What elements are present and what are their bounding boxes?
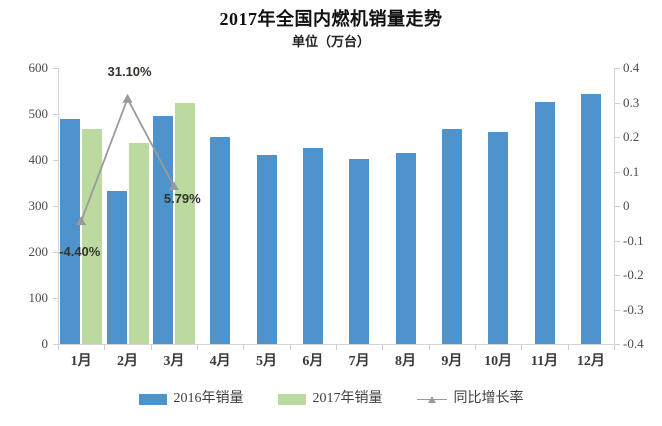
x-axis-tick <box>382 345 384 350</box>
y-axis-right-label: -0.4 <box>623 336 644 351</box>
y-axis-left-label: 300 <box>28 198 49 213</box>
y-axis-right-tick <box>615 68 620 69</box>
y-axis-left-tick <box>53 114 58 115</box>
bar-2016-8月[interactable] <box>395 153 416 344</box>
growth-rate-marker[interactable] <box>168 181 179 191</box>
bar-2017-3月[interactable] <box>174 102 195 344</box>
legend-item-growth-rate[interactable]: 同比增长率 <box>416 391 524 406</box>
y-axis-left-tick <box>53 160 58 161</box>
x-axis-label: 7月 <box>348 354 370 369</box>
growth-rate-line-series <box>76 93 179 226</box>
x-axis-label: 6月 <box>302 354 324 369</box>
legend-line-marker-icon <box>416 394 447 405</box>
y-axis-right-tick <box>615 309 620 311</box>
y-axis-left-label: 0 <box>41 336 49 351</box>
data-label-growth-rate: -4.40% <box>59 244 101 260</box>
x-axis-label: 10月 <box>484 354 513 369</box>
legend-label-2016: 2016年销量 <box>173 391 244 406</box>
y-axis-right-label: 0 <box>623 198 630 213</box>
bar-2016-12月[interactable] <box>580 94 601 344</box>
x-axis-tick <box>243 345 245 350</box>
chart-title: 2017年全国内燃机销量走势 <box>219 9 443 29</box>
bar-2017-2月[interactable] <box>128 143 149 344</box>
x-axis-label: 2月 <box>116 354 138 369</box>
chart-header: 2017年全国内燃机销量走势 单位（万台） <box>0 8 662 52</box>
legend-label-growth-rate: 同比增长率 <box>453 391 524 406</box>
x-axis-tick <box>104 345 106 350</box>
y-axis-right-tick <box>615 240 620 242</box>
y-axis-right-label: 0.3 <box>623 94 640 110</box>
bar-2016-2月[interactable] <box>106 190 127 344</box>
bar-2016-11月[interactable] <box>534 102 555 344</box>
y-axis-left-line <box>58 68 59 345</box>
x-axis-label: 8月 <box>394 354 416 369</box>
y-axis-right-tick <box>615 137 620 138</box>
bar-2016-1月[interactable] <box>60 119 81 344</box>
x-axis-tick <box>614 345 615 350</box>
data-label-growth-rate: 5.79% <box>163 191 201 207</box>
y-axis-left-tick <box>53 252 58 253</box>
x-axis-tick <box>567 345 569 350</box>
legend-item-2017[interactable]: 2017年销量 <box>277 391 383 406</box>
x-axis-tick <box>336 345 337 350</box>
legend-swatch-blue-icon <box>138 393 167 405</box>
y-axis-left-tick <box>53 206 58 207</box>
y-axis-right-label: -0.2 <box>623 267 644 282</box>
x-axis-label: 12月 <box>576 354 605 369</box>
bar-2016-5月[interactable] <box>256 154 277 344</box>
y-axis-right-tick <box>615 206 620 207</box>
y-axis-right-tick <box>615 275 620 276</box>
y-axis-left-label: 500 <box>28 106 49 121</box>
x-axis-label: 1月 <box>70 354 92 369</box>
y-axis-right-line <box>614 68 615 345</box>
bar-2016-4月[interactable] <box>210 137 231 344</box>
y-axis-right-label: 0.2 <box>623 129 640 144</box>
growth-rate-marker[interactable] <box>122 93 133 103</box>
x-axis-label: 9月 <box>441 354 463 369</box>
y-axis-left-tick <box>53 68 58 69</box>
growth-rate-markers <box>76 93 179 226</box>
legend-label-2017: 2017年销量 <box>312 391 383 406</box>
legend-swatch-green-icon <box>277 393 306 405</box>
y-axis-right-tick <box>615 171 620 173</box>
bar-2016-9月[interactable] <box>441 129 462 344</box>
bar-2017-1月[interactable] <box>82 128 103 344</box>
data-label-growth-rate: 31.10% <box>107 63 152 79</box>
x-axis-tick <box>197 345 198 350</box>
chart-subtitle: 单位（万台） <box>291 34 370 49</box>
bar-2016-10月[interactable] <box>488 131 509 344</box>
legend-item-2016[interactable]: 2016年销量 <box>138 391 244 406</box>
growth-rate-polyline <box>80 96 175 222</box>
x-axis-tick <box>150 345 152 350</box>
bar-2016-7月[interactable] <box>349 159 370 344</box>
y-axis-left-label: 200 <box>28 244 49 259</box>
x-axis-tick <box>58 345 59 350</box>
x-axis-tick <box>475 345 476 350</box>
y-axis-left-label: 100 <box>28 290 49 305</box>
y-axis-left-label: 600 <box>28 60 49 75</box>
y-axis-right-label: -0.3 <box>623 301 644 317</box>
x-axis-label: 3月 <box>163 354 185 369</box>
bar-2016-6月[interactable] <box>302 148 323 344</box>
y-axis-right-label: -0.1 <box>623 232 644 248</box>
x-axis-label: 11月 <box>530 354 559 369</box>
y-axis-right-label: 0.4 <box>623 60 640 75</box>
x-axis-tick <box>289 345 291 350</box>
growth-rate-marker[interactable] <box>76 216 87 226</box>
y-axis-right-label: 0.1 <box>623 163 640 179</box>
y-axis-left-tick <box>53 344 58 345</box>
chart-legend: 2016年销量 2017年销量 同比增长率 <box>0 392 662 406</box>
x-axis-tick <box>428 345 430 350</box>
y-axis-left-tick <box>53 298 58 299</box>
plot-area <box>58 68 614 344</box>
x-axis-label: 5月 <box>255 354 277 369</box>
x-axis-tick <box>521 345 523 350</box>
x-axis-line <box>58 344 615 345</box>
y-axis-right-tick <box>615 102 620 104</box>
x-axis-label: 4月 <box>209 354 231 369</box>
y-axis-right-tick <box>615 344 620 345</box>
y-axis-left-label: 400 <box>28 152 49 167</box>
